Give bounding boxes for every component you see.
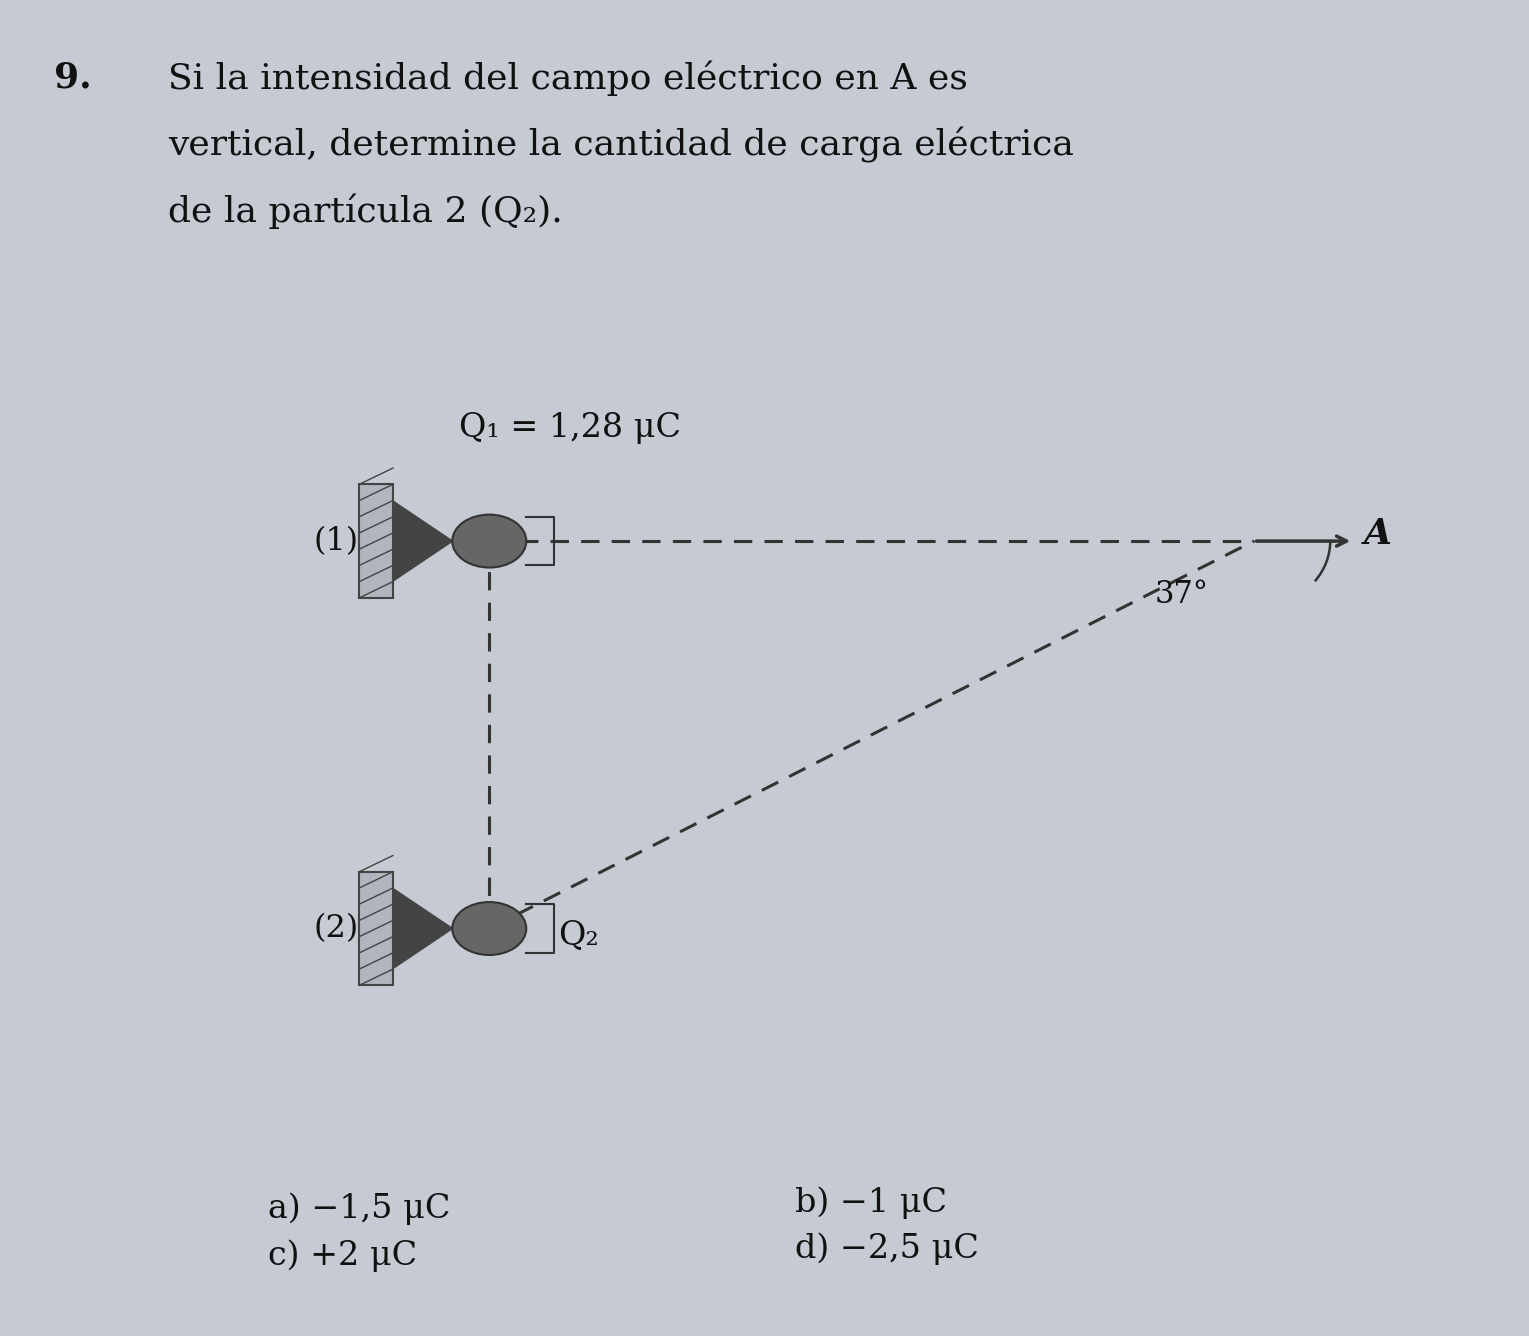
Text: 37°: 37° xyxy=(1154,578,1208,611)
Ellipse shape xyxy=(453,902,526,955)
Ellipse shape xyxy=(453,514,526,568)
Text: vertical, determine la cantidad de carga eléctrica: vertical, determine la cantidad de carga… xyxy=(168,127,1073,163)
Polygon shape xyxy=(393,501,453,581)
Text: Si la intensidad del campo eléctrico en A es: Si la intensidad del campo eléctrico en … xyxy=(168,60,968,96)
Text: (1): (1) xyxy=(313,525,359,557)
Bar xyxy=(359,871,393,986)
Text: Q₂: Q₂ xyxy=(558,919,599,951)
Text: de la partícula 2 (Q₂).: de la partícula 2 (Q₂). xyxy=(168,194,563,230)
Text: 9.: 9. xyxy=(54,60,92,94)
Text: b) −1 μC: b) −1 μC xyxy=(795,1186,946,1218)
Text: (2): (2) xyxy=(313,912,359,945)
Bar xyxy=(359,485,393,599)
Text: A: A xyxy=(1364,517,1391,552)
Text: a) −1,5 μC: a) −1,5 μC xyxy=(268,1193,450,1225)
Polygon shape xyxy=(393,888,453,969)
Text: d) −2,5 μC: d) −2,5 μC xyxy=(795,1233,979,1265)
Text: c) +2 μC: c) +2 μC xyxy=(268,1240,417,1272)
Text: Q₁ = 1,28 μC: Q₁ = 1,28 μC xyxy=(459,411,680,444)
